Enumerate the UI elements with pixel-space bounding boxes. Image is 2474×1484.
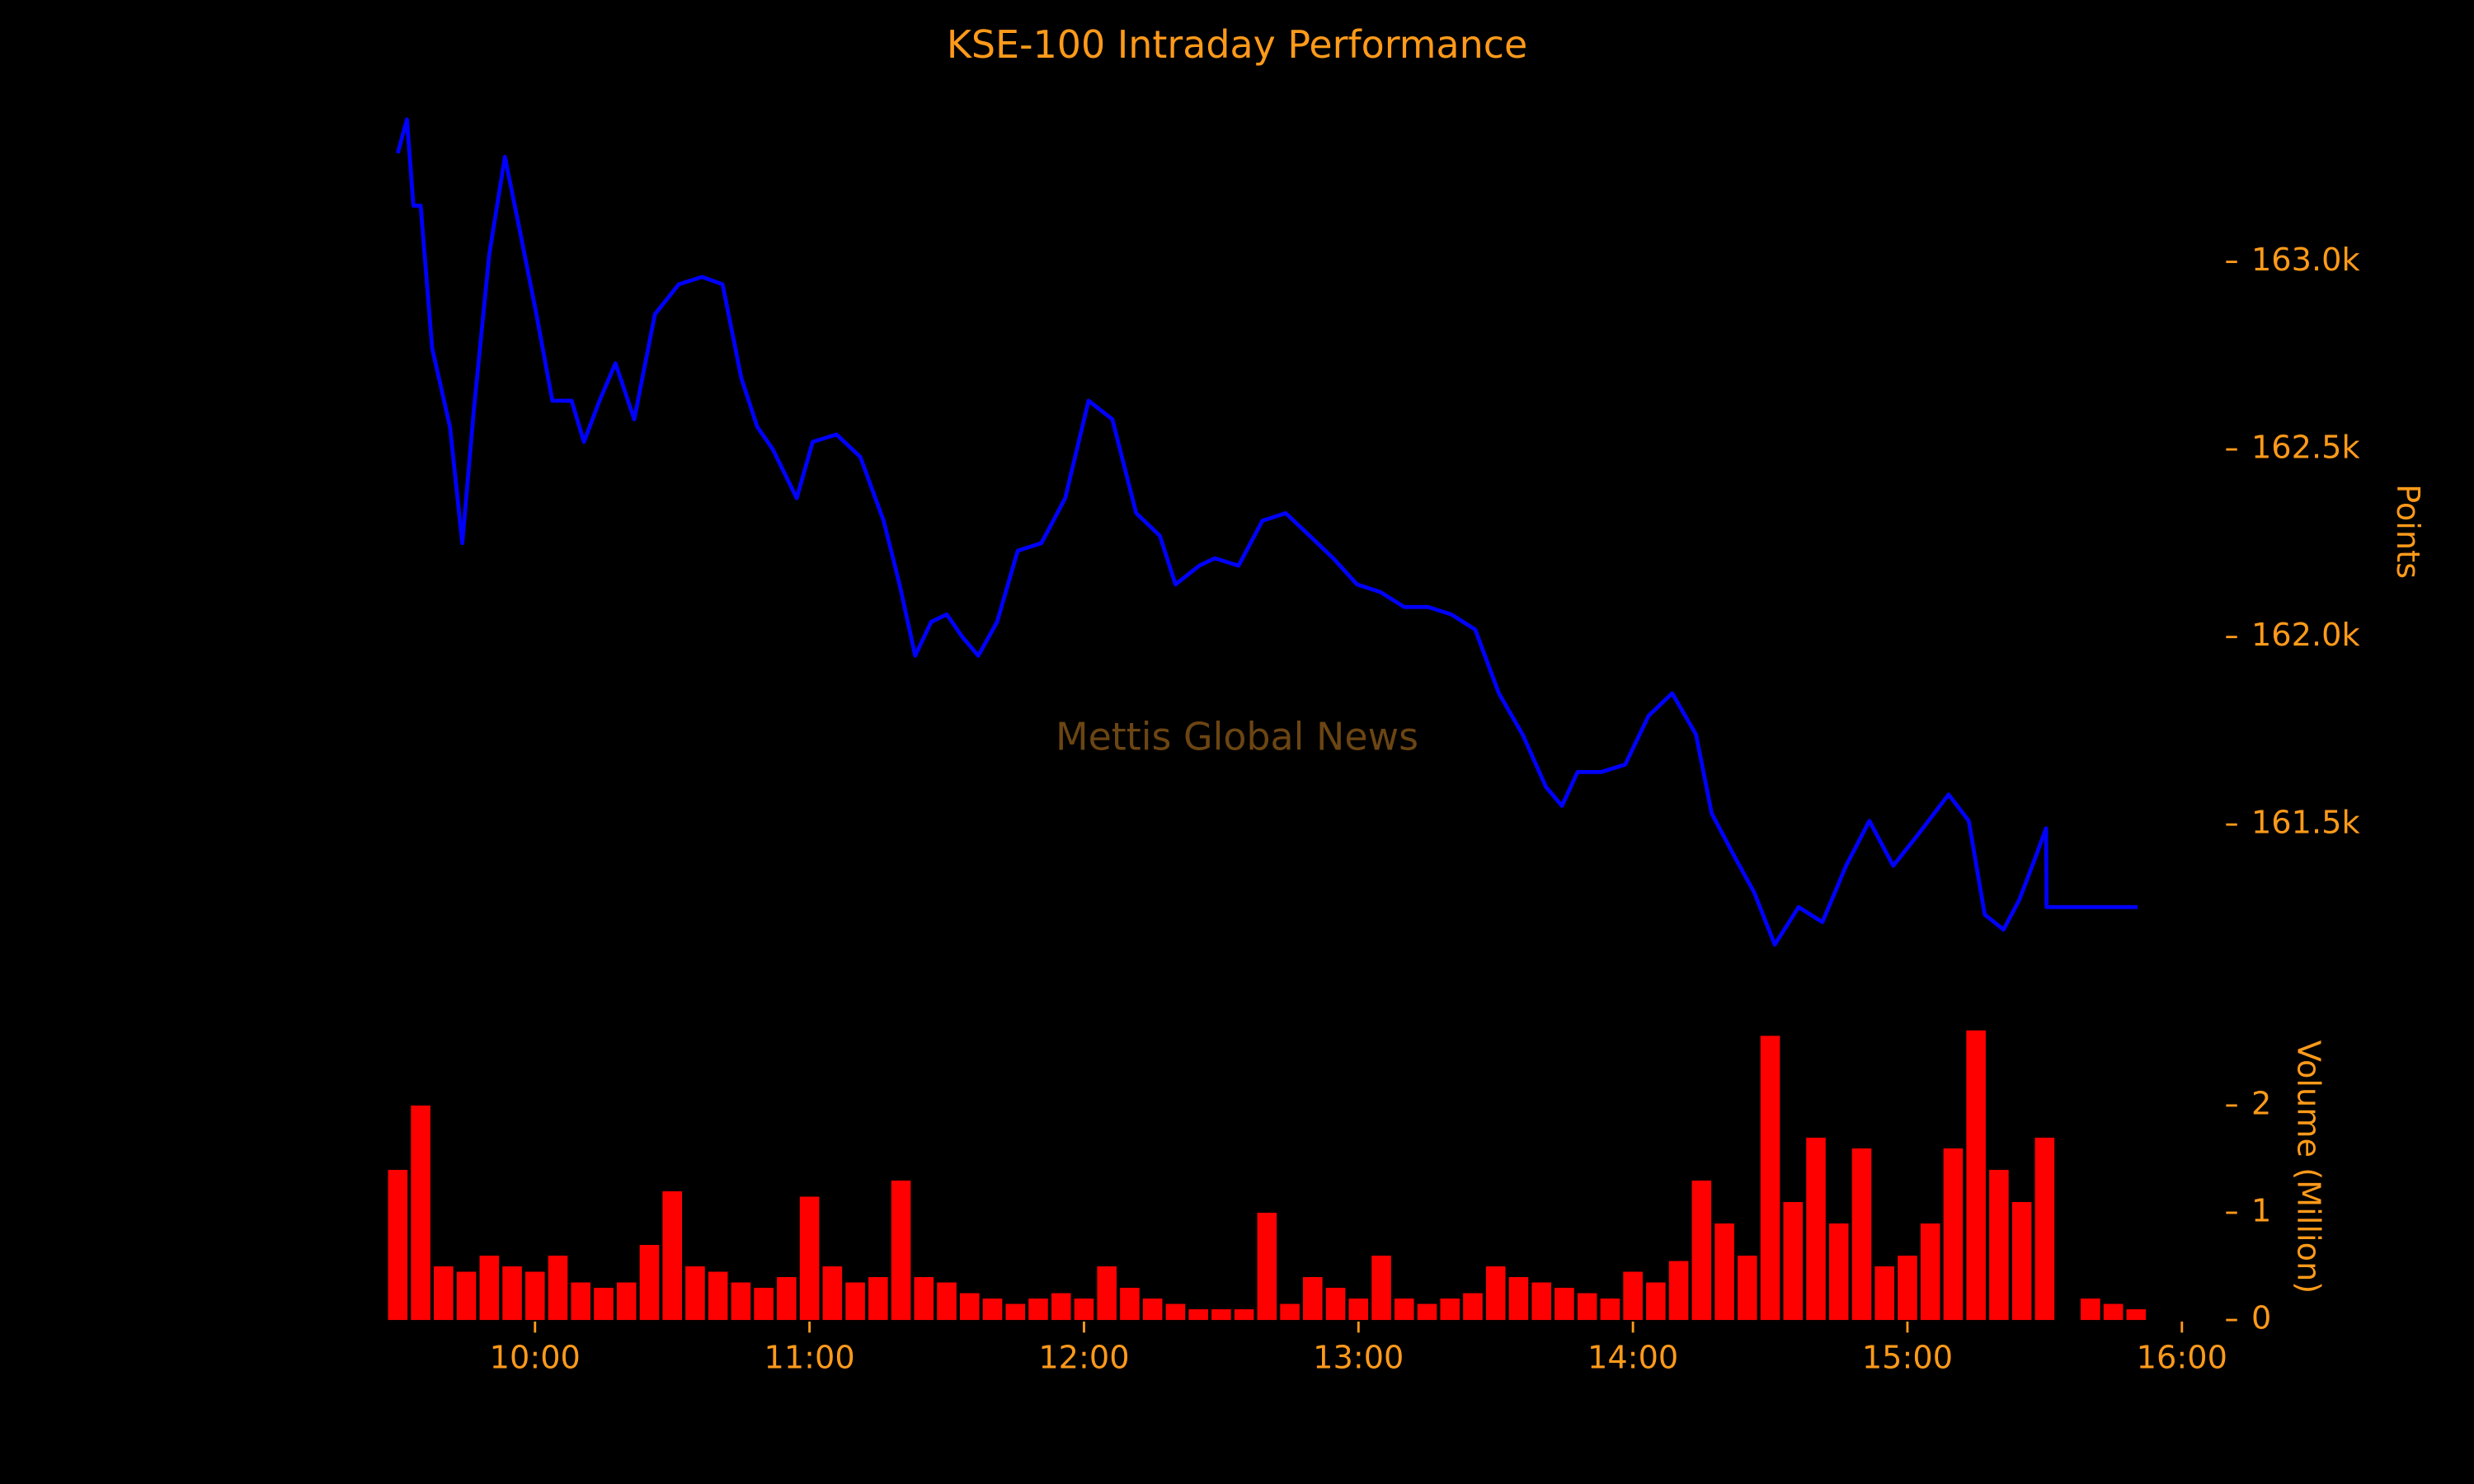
volume-bar [1440,1298,1460,1321]
y-tick-label: 162.5k [2251,430,2361,467]
volume-bar [754,1288,774,1321]
volume-bar [1417,1303,1437,1321]
volume-bar [1577,1293,1597,1321]
volume-bar [1691,1180,1712,1321]
volume-bar [434,1266,454,1321]
volume-bar [1394,1298,1414,1321]
volume-bar [822,1266,843,1321]
volume-bar [1485,1266,1506,1321]
volume-bar [1051,1293,1071,1321]
y-tick-label: 162.0k [2251,617,2361,654]
volume-bar [1943,1148,1964,1321]
volume-bar [571,1282,591,1321]
volume-bar [731,1282,751,1321]
volume-bar [1828,1223,1849,1321]
volume-bar [1623,1271,1643,1321]
volume-bar [2034,1137,2055,1321]
volume-bar [1303,1277,1323,1321]
volume-bar [868,1277,888,1321]
x-tick-label: 16:00 [2137,1339,2227,1376]
volume-bar [616,1282,637,1321]
volume-bar [914,1277,934,1321]
volume-bar [1874,1266,1895,1321]
volume-bar [799,1196,820,1321]
x-tick-label: 15:00 [1862,1339,1953,1376]
volume-bar [1257,1212,1277,1321]
volume-bar [456,1271,477,1321]
volume-bar [1074,1298,1094,1321]
volume-bar [479,1256,500,1321]
volume-bar [1325,1288,1346,1321]
volume-bar [1898,1256,1917,1321]
x-tick-label: 10:00 [490,1339,581,1376]
volume-bar [685,1266,705,1321]
volume-bar [1280,1303,1300,1321]
x-tick-label: 12:00 [1038,1339,1129,1376]
volume-bar [891,1180,911,1321]
x-tick-label: 11:00 [764,1339,854,1376]
volume-bar [2103,1303,2124,1321]
volume-bar [708,1271,728,1321]
volume-bar [524,1271,545,1321]
volume-bar [1142,1298,1163,1321]
volume-bar [1554,1288,1574,1321]
volume-bar [1966,1030,1986,1321]
volume-bar [845,1282,865,1321]
volume-bar [1989,1169,2009,1321]
volume-bar [1600,1298,1620,1321]
volume-bar [937,1282,957,1321]
volume-bar [959,1293,980,1321]
volume-bar [548,1256,568,1321]
y-tick-label: 1 [2251,1192,2271,1229]
volume-bar [1760,1036,1780,1321]
price-line [396,117,2138,947]
y-tick-label: 161.5k [2251,805,2361,842]
volume-bar [1371,1256,1391,1321]
volume-bar [1348,1298,1369,1321]
chart-title: KSE-100 Intraday Performance [947,22,1527,67]
y-tick-label: 0 [2251,1300,2271,1337]
volume-bar [1738,1256,1757,1321]
volume-bar [1806,1137,1826,1321]
volume-bar [1188,1309,1208,1321]
volume-bar [777,1277,797,1321]
watermark: Mettis Global News [1056,715,1418,759]
volume-bar [1714,1223,1734,1321]
y2-axis-label: Volume (Million) [2289,1040,2326,1294]
volume-bar [2011,1201,2032,1321]
volume-bar [1234,1309,1254,1321]
volume-bar [502,1266,522,1321]
volume-bar [639,1245,660,1321]
volume-bar [2081,1298,2100,1321]
volume-bar [1920,1223,1940,1321]
volume-bar [1531,1282,1551,1321]
y-axis-label: Points [2389,484,2426,579]
volume-bar [1508,1277,1529,1321]
y-tick-label: 2 [2251,1085,2271,1122]
volume-bar [662,1190,682,1321]
volume-bar [2126,1309,2147,1321]
volume-bar [594,1288,614,1321]
x-tick-label: 14:00 [1587,1339,1678,1376]
volume-bar [1783,1201,1804,1321]
volume-bar [388,1169,408,1321]
volume-bar [411,1105,430,1321]
volume-bar [1851,1148,1872,1321]
volume-bar [1463,1293,1483,1321]
volume-bar [1005,1303,1026,1321]
volume-bar [1668,1261,1689,1321]
volume-bar [982,1298,1003,1321]
volume-bar [1646,1282,1666,1321]
y-tick-label: 163.0k [2251,242,2361,279]
x-tick-label: 13:00 [1313,1339,1404,1376]
volume-bar [1097,1266,1117,1321]
volume-bar [1165,1303,1186,1321]
volume-bar [1211,1309,1231,1321]
volume-bar [1120,1288,1140,1321]
volume-bar [1028,1298,1048,1321]
